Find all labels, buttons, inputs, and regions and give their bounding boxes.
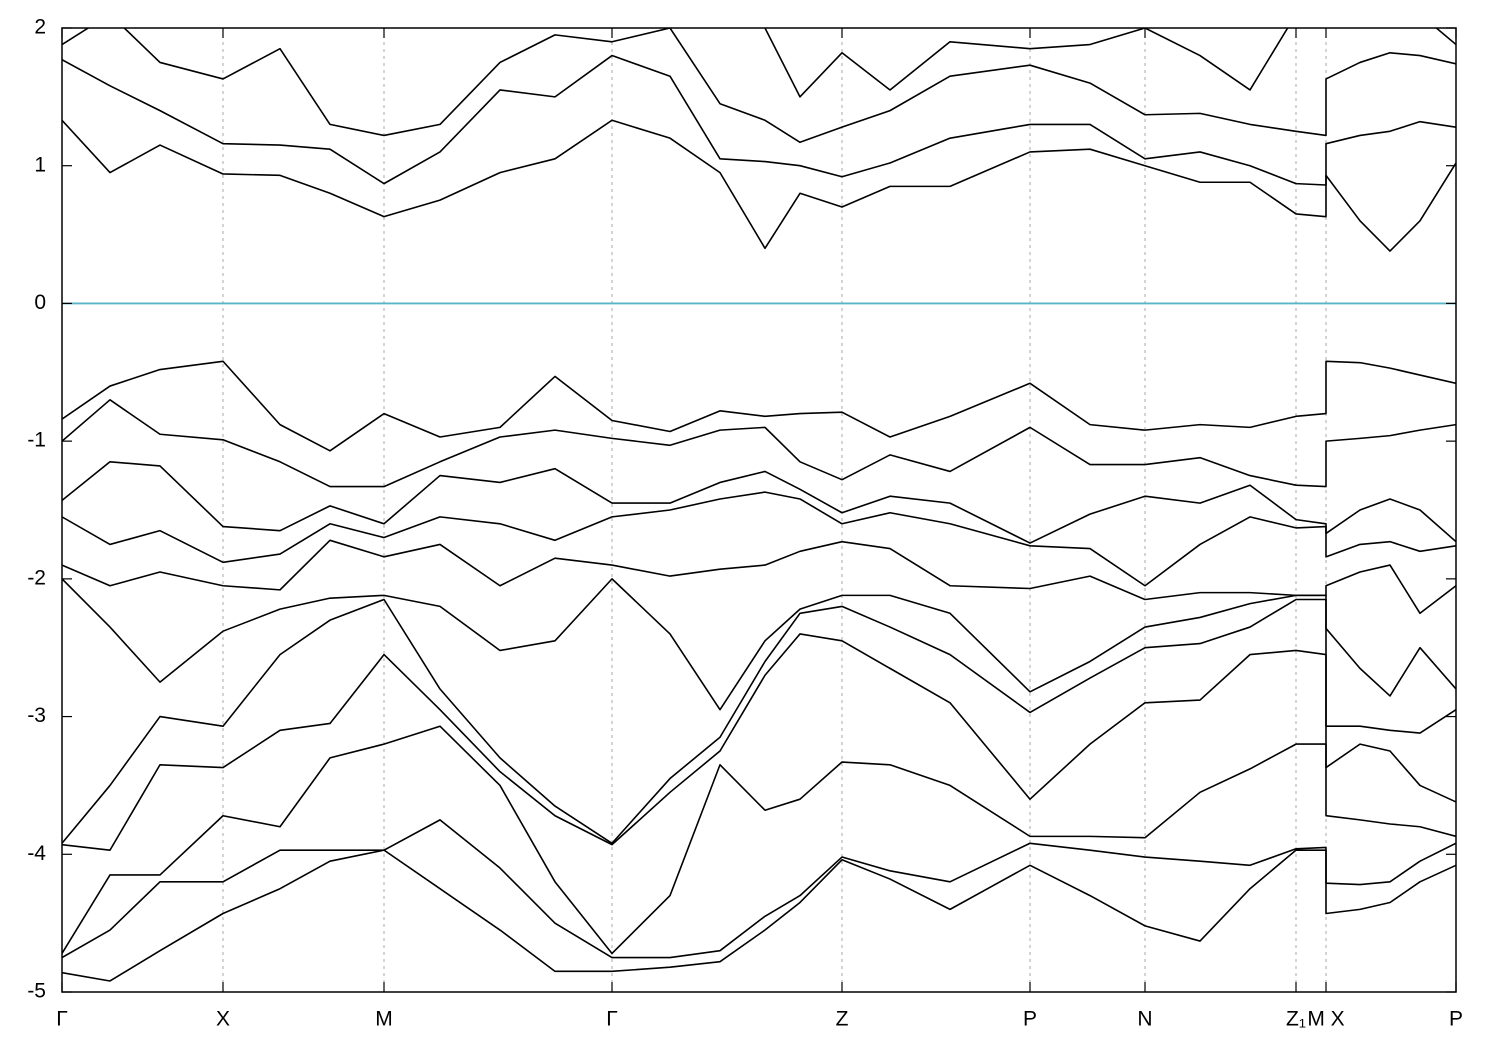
x-tick-label: N — [1137, 1008, 1152, 1031]
x-tick-label: Γ — [606, 1008, 618, 1031]
band-line — [608, 28, 1456, 98]
y-tick-label: -2 — [27, 566, 46, 589]
x-tick-label: M X — [1307, 1008, 1344, 1031]
x-tick-label: M — [375, 1008, 393, 1031]
bands — [62, 28, 1456, 982]
band-line — [62, 119, 1456, 252]
x-tick-label: P — [1023, 1008, 1037, 1031]
x-tick-label: Z₁ — [1286, 1008, 1306, 1031]
band-line — [62, 725, 1456, 955]
x-tick-label: Z — [836, 1008, 849, 1031]
band-line — [62, 598, 1456, 845]
ticks: -5 -4 -3 -2 -1 0 1 2 Γ X M Γ Z P N Z₁ M X P — [27, 16, 1463, 1031]
band-line — [62, 54, 1456, 186]
band-line — [62, 539, 1456, 615]
y-tick-label: 0 — [34, 291, 46, 314]
band-line — [62, 491, 1456, 587]
y-tick-label: -4 — [27, 842, 46, 865]
y-tick-label: -3 — [27, 704, 46, 727]
y-tick-label: 1 — [34, 153, 46, 176]
band-line — [62, 849, 1456, 982]
y-tick-label: 2 — [34, 16, 46, 39]
band-line — [62, 360, 1456, 452]
x-tick-label: P — [1449, 1008, 1463, 1031]
y-tick-label: -5 — [27, 980, 46, 1003]
x-tick-label: Γ — [56, 1008, 68, 1031]
band-line — [62, 399, 1456, 488]
band-line — [62, 460, 1456, 544]
band-line — [62, 633, 1456, 851]
band-line — [62, 819, 1456, 959]
plot-frame — [61, 27, 1457, 993]
grid — [61, 28, 1457, 992]
x-tick-label: X — [216, 1008, 230, 1031]
band-line — [62, 578, 1456, 711]
band-line — [62, 28, 1456, 144]
y-tick-label: -1 — [27, 429, 46, 452]
